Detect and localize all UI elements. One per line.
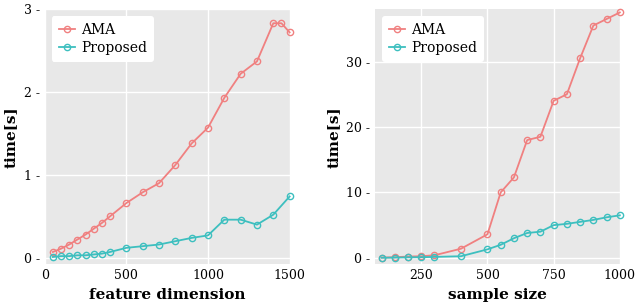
Proposed <box>155 243 163 246</box>
AMA <box>139 190 147 194</box>
AMA <box>589 24 597 27</box>
Proposed <box>576 220 584 224</box>
Proposed <box>269 213 277 217</box>
Proposed <box>49 255 57 259</box>
AMA <box>536 135 544 139</box>
AMA <box>563 92 571 96</box>
AMA <box>286 31 294 34</box>
Proposed <box>220 218 228 222</box>
Line: Proposed: Proposed <box>378 212 623 261</box>
AMA <box>431 253 438 257</box>
Proposed <box>172 239 179 243</box>
Line: Proposed: Proposed <box>50 193 292 260</box>
AMA <box>90 227 97 231</box>
AMA <box>391 256 399 259</box>
Proposed <box>188 236 195 240</box>
AMA <box>82 233 90 237</box>
Proposed <box>457 254 465 258</box>
AMA <box>65 243 73 246</box>
AMA <box>524 138 531 142</box>
Proposed <box>563 222 571 226</box>
Proposed <box>74 253 81 257</box>
X-axis label: feature dimension: feature dimension <box>89 288 245 302</box>
Proposed <box>106 250 114 254</box>
Proposed <box>510 237 518 240</box>
Proposed <box>431 255 438 259</box>
Proposed <box>378 256 385 259</box>
AMA <box>106 215 114 218</box>
AMA <box>122 201 130 205</box>
AMA <box>49 250 57 254</box>
Proposed <box>417 256 425 259</box>
AMA <box>204 126 212 129</box>
Proposed <box>484 248 492 251</box>
Proposed <box>98 252 106 256</box>
Proposed <box>524 231 531 235</box>
X-axis label: sample size: sample size <box>448 288 547 302</box>
AMA <box>278 21 285 25</box>
Proposed <box>237 218 244 222</box>
AMA <box>576 56 584 60</box>
AMA <box>457 247 465 251</box>
Legend: AMA, Proposed: AMA, Proposed <box>382 16 484 62</box>
Proposed <box>589 218 597 222</box>
AMA <box>603 17 611 21</box>
Proposed <box>65 254 73 258</box>
AMA <box>253 60 261 63</box>
Proposed <box>497 243 504 247</box>
Proposed <box>204 233 212 237</box>
AMA <box>172 163 179 167</box>
AMA <box>484 233 492 236</box>
AMA <box>155 181 163 185</box>
AMA <box>269 21 277 25</box>
Proposed <box>616 214 623 217</box>
AMA <box>417 254 425 258</box>
Proposed <box>90 253 97 256</box>
Proposed <box>57 254 65 258</box>
AMA <box>550 99 557 103</box>
Proposed <box>404 256 412 259</box>
AMA <box>237 72 244 76</box>
AMA <box>57 247 65 251</box>
Proposed <box>139 244 147 248</box>
Proposed <box>286 195 294 198</box>
Y-axis label: time[s]: time[s] <box>4 106 18 168</box>
AMA <box>220 96 228 100</box>
Proposed <box>550 223 557 227</box>
Proposed <box>82 253 90 257</box>
AMA <box>74 238 81 241</box>
Proposed <box>391 256 399 259</box>
AMA <box>378 256 385 259</box>
Line: AMA: AMA <box>50 20 292 255</box>
AMA <box>616 11 623 14</box>
AMA <box>404 255 412 258</box>
AMA <box>510 176 518 179</box>
Line: AMA: AMA <box>378 9 623 261</box>
AMA <box>188 142 195 145</box>
Proposed <box>536 230 544 233</box>
AMA <box>497 191 504 194</box>
Proposed <box>253 223 261 226</box>
Proposed <box>122 246 130 250</box>
Legend: AMA, Proposed: AMA, Proposed <box>52 16 154 62</box>
AMA <box>98 221 106 225</box>
Y-axis label: time[s]: time[s] <box>326 106 340 168</box>
Proposed <box>603 215 611 219</box>
